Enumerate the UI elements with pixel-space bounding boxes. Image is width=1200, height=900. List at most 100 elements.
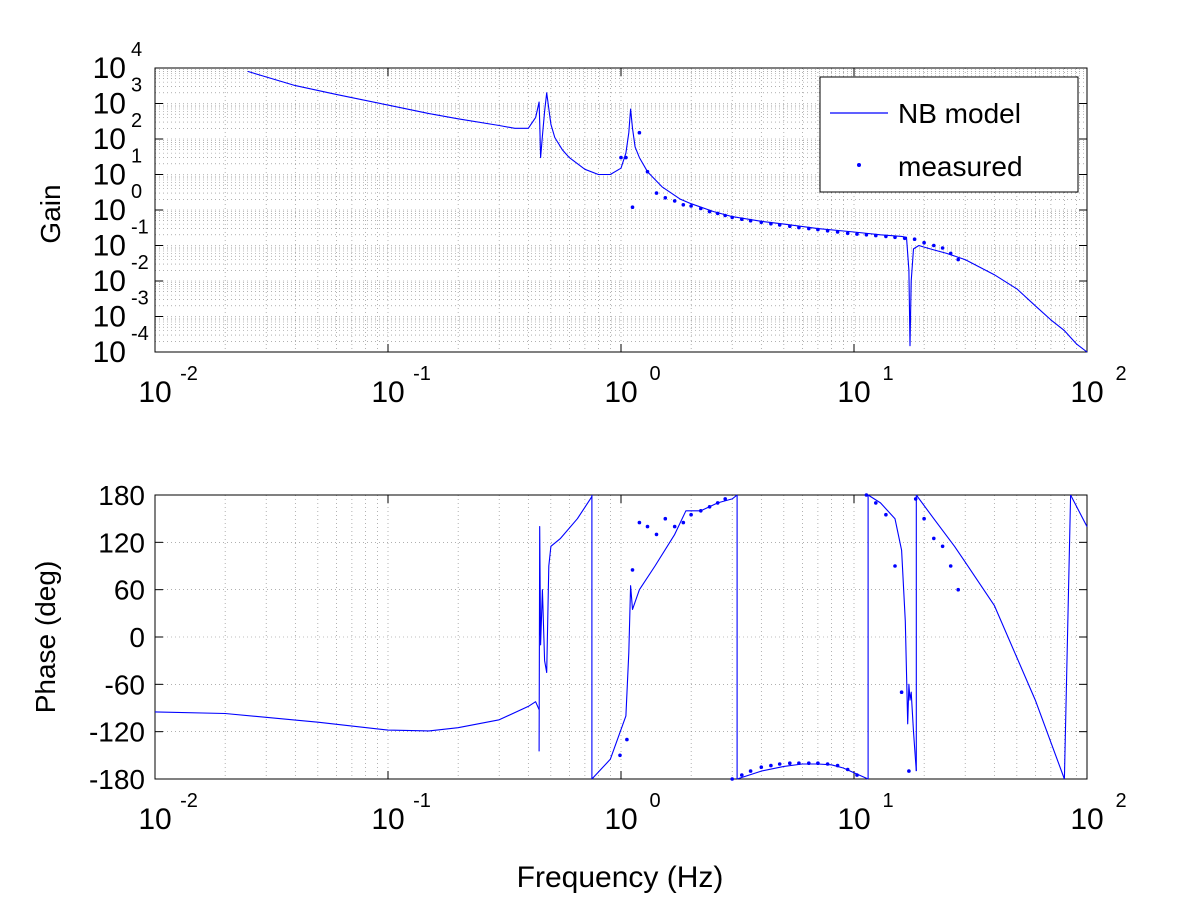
phase-measured-point bbox=[788, 761, 792, 765]
phase-measured-point bbox=[645, 524, 650, 529]
phase-measured-point bbox=[922, 516, 926, 521]
gain-measured-point bbox=[816, 227, 820, 232]
phase-model-line bbox=[867, 494, 917, 772]
phase-xtick-base: 10 bbox=[837, 803, 870, 836]
gain-measured-point bbox=[777, 223, 782, 227]
phase-xtick-base: 10 bbox=[138, 803, 171, 836]
gain-measured-point bbox=[645, 169, 650, 174]
gain-xtick-base: 10 bbox=[138, 376, 171, 409]
phase-measured-point bbox=[654, 532, 659, 537]
phase-measured-point bbox=[835, 763, 840, 768]
gain-ytick-exponent: 1 bbox=[131, 146, 142, 168]
gain-measured-point bbox=[956, 257, 960, 262]
gain-measured-point bbox=[619, 155, 623, 160]
phase-measured-point bbox=[807, 761, 811, 765]
gain-measured-point bbox=[740, 217, 744, 221]
gain-measured-point bbox=[630, 205, 635, 209]
gain-ytick-exponent: 3 bbox=[131, 75, 142, 97]
gain-measured-point bbox=[855, 232, 859, 236]
phase-ytick-label: -180 bbox=[89, 764, 145, 795]
phase-ytick-label: 0 bbox=[129, 622, 145, 653]
phase-xtick-base: 10 bbox=[1070, 803, 1103, 836]
gain-xtick-base: 10 bbox=[837, 376, 870, 409]
phase-measured-point bbox=[707, 505, 712, 509]
gain-ytick-base: 10 bbox=[93, 159, 126, 192]
gain-ytick-exponent: -3 bbox=[131, 288, 149, 310]
phase-measured-point bbox=[723, 497, 727, 501]
phase-measured-point bbox=[740, 773, 744, 777]
gain-measured-point bbox=[723, 213, 727, 218]
phase-ticks: 10 -2 10 -1 10 0 10 1 10 2 -180 -120 -60 0 60 120 180 bbox=[89, 480, 1127, 836]
phase-measured-point bbox=[956, 587, 960, 592]
phase-xtick-exponent: -1 bbox=[413, 790, 431, 812]
phase-measured-point bbox=[699, 509, 703, 513]
gain-measured-point bbox=[707, 209, 712, 214]
legend-entry-measured: measured bbox=[898, 151, 1023, 182]
gain-xtick-exponent: 0 bbox=[649, 363, 660, 385]
legend-entry-nb-model: NB model bbox=[898, 98, 1021, 129]
gain-xtick-exponent: 1 bbox=[882, 363, 893, 385]
phase-measured-point bbox=[715, 501, 720, 505]
gain-measured-point bbox=[797, 225, 801, 230]
gain-measured-point bbox=[902, 236, 907, 241]
phase-measured-point bbox=[625, 737, 629, 742]
gain-measured-point bbox=[940, 246, 945, 250]
phase-xtick-exponent: 2 bbox=[1115, 790, 1126, 812]
gain-ytick-base: 10 bbox=[93, 301, 126, 334]
phase-measured-point bbox=[874, 501, 878, 505]
phase-measured-point bbox=[899, 690, 904, 694]
gain-ylabel: Gain bbox=[35, 184, 66, 243]
phase-measured-point bbox=[855, 773, 859, 777]
phase-measured-point bbox=[932, 536, 936, 541]
phase-ytick-label: 180 bbox=[98, 480, 145, 511]
phase-measured-point bbox=[797, 761, 801, 765]
gain-legend: NB model measured bbox=[819, 76, 1079, 193]
phase-measured-point bbox=[777, 762, 782, 766]
phase-measured-point bbox=[940, 544, 945, 549]
phase-series bbox=[154, 493, 1088, 781]
gain-series bbox=[247, 70, 1088, 353]
gain-measured-point bbox=[748, 218, 753, 223]
gain-measured-point bbox=[948, 251, 953, 256]
gain-xtick-base: 10 bbox=[604, 376, 637, 409]
phase-measured-point bbox=[637, 520, 642, 525]
gain-measured-point bbox=[759, 220, 764, 225]
phase-measured-point bbox=[884, 512, 888, 517]
phase-measured-point bbox=[663, 516, 668, 521]
phase-ytick-label: -120 bbox=[89, 717, 145, 748]
phase-ytick-label: -60 bbox=[105, 669, 145, 700]
gain-ytick-exponent: 0 bbox=[131, 181, 142, 203]
gain-measured-point bbox=[912, 237, 917, 241]
phase-measured-point bbox=[816, 761, 820, 765]
gain-xtick-base: 10 bbox=[371, 376, 404, 409]
gain-ytick-base: 10 bbox=[93, 336, 126, 369]
gain-measured-point bbox=[807, 226, 811, 231]
phase-plot: 10 -2 10 -1 10 0 10 1 10 2 -180 -120 -60 0 60 120 180 Ph… bbox=[30, 480, 1127, 894]
phase-measured-point bbox=[893, 564, 897, 568]
gain-measured-point bbox=[624, 155, 628, 160]
gain-measured-point bbox=[689, 204, 693, 208]
gain-measured-point bbox=[874, 233, 878, 238]
phase-grid bbox=[155, 495, 1087, 779]
gain-measured-point bbox=[845, 231, 850, 236]
gain-measured-point bbox=[681, 203, 686, 207]
gain-measured-point bbox=[788, 224, 792, 228]
gain-measured-point bbox=[672, 199, 677, 203]
gain-measured-point bbox=[884, 234, 888, 239]
phase-model-line bbox=[915, 494, 1065, 780]
legend-dot-sample bbox=[857, 163, 861, 167]
phase-measured-point bbox=[948, 564, 953, 568]
gain-ytick-base: 10 bbox=[93, 265, 126, 298]
phase-model-line bbox=[1070, 494, 1088, 527]
gain-measured-point bbox=[699, 206, 703, 211]
gain-measured-point bbox=[825, 229, 830, 233]
frequency-xlabel: Frequency (Hz) bbox=[517, 861, 724, 894]
gain-measured-point bbox=[835, 230, 840, 234]
phase-xtick-base: 10 bbox=[604, 803, 637, 836]
phase-measured-point bbox=[825, 762, 830, 766]
gain-measured-point bbox=[864, 233, 869, 237]
phase-measured-point bbox=[681, 520, 686, 525]
phase-xtick-exponent: 0 bbox=[649, 790, 660, 812]
gain-ytick-exponent: -1 bbox=[131, 217, 149, 239]
gain-xtick-exponent: 2 bbox=[1115, 363, 1126, 385]
